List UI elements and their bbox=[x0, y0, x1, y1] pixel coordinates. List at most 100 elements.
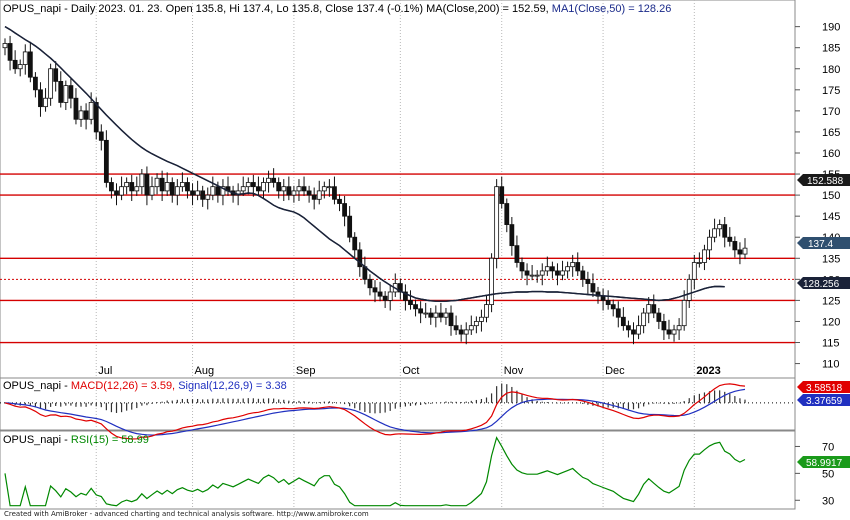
y-tick-label: 185 bbox=[822, 43, 840, 55]
candle-body bbox=[387, 291, 393, 301]
candle-body bbox=[17, 64, 23, 70]
candle-body bbox=[98, 131, 104, 141]
y-tick-label: 120 bbox=[822, 316, 840, 328]
candle-body bbox=[179, 182, 185, 188]
ma200-value-tag: 152.588 bbox=[797, 174, 850, 187]
candle-body bbox=[397, 283, 403, 293]
rsi-tick-label: 50 bbox=[822, 468, 834, 480]
rsi-title: OPUS_napi - RSI(15) = 58.99 bbox=[3, 434, 149, 446]
close-value-tag: 137.4 bbox=[797, 237, 850, 250]
candle-body bbox=[590, 283, 596, 293]
candle-body bbox=[722, 224, 728, 238]
candle-body bbox=[301, 186, 307, 192]
candle-body bbox=[53, 68, 59, 82]
rsi-tick-label: 70 bbox=[822, 441, 834, 453]
candle-body bbox=[291, 190, 297, 196]
candle-body bbox=[631, 329, 636, 335]
candle-body bbox=[185, 182, 190, 192]
candle-body bbox=[220, 186, 226, 196]
candle-body bbox=[534, 274, 540, 277]
candle-body bbox=[707, 236, 712, 251]
candle-body bbox=[560, 270, 565, 276]
candle-body bbox=[124, 182, 130, 188]
candle-body bbox=[245, 182, 251, 188]
footer-credit: Created with AmiBroker - advanced charti… bbox=[4, 510, 369, 518]
candle-body bbox=[134, 186, 140, 192]
candle-body bbox=[418, 308, 424, 314]
candle-body bbox=[641, 312, 647, 327]
candle-body bbox=[605, 299, 611, 306]
candle-body bbox=[326, 186, 332, 189]
svg-text:152.588: 152.588 bbox=[807, 176, 844, 187]
candle-body bbox=[68, 85, 74, 99]
candle-body bbox=[524, 270, 530, 276]
candle-body bbox=[200, 190, 206, 200]
candle-body bbox=[468, 325, 474, 331]
rsi-line bbox=[4, 436, 746, 507]
candle-body bbox=[443, 312, 449, 318]
candles bbox=[2, 35, 748, 345]
candle-body bbox=[114, 190, 119, 196]
candle-body bbox=[205, 194, 211, 200]
candle-body bbox=[666, 329, 672, 335]
x-tick-label: Nov bbox=[504, 365, 524, 377]
candle-body bbox=[164, 182, 170, 192]
candle-body bbox=[489, 257, 494, 306]
candle-body bbox=[316, 190, 322, 200]
candle-body bbox=[413, 304, 418, 310]
candle-body bbox=[261, 182, 266, 192]
candle-body bbox=[48, 68, 54, 99]
candle-body bbox=[103, 139, 109, 183]
horizontal-support-resistance-lines bbox=[0, 173, 795, 344]
candle-body bbox=[428, 312, 434, 318]
x-tick-label: Oct bbox=[402, 365, 419, 377]
x-tick-label: Dec bbox=[605, 365, 625, 377]
candle-body bbox=[671, 329, 677, 335]
candle-body bbox=[651, 304, 657, 314]
svg-text:137.4: 137.4 bbox=[808, 239, 833, 250]
candle-body bbox=[595, 291, 601, 297]
candle-body bbox=[448, 312, 454, 327]
macd-legend: MACD(12,26) = 3.59, bbox=[71, 380, 178, 392]
ma50-line bbox=[4, 25, 725, 302]
macd-line bbox=[4, 383, 746, 440]
y-tick-label: 190 bbox=[822, 22, 840, 34]
candle-body bbox=[600, 295, 606, 301]
candle-body bbox=[321, 186, 327, 192]
y-tick-label: 150 bbox=[822, 190, 840, 202]
y-tick-label: 135 bbox=[822, 253, 840, 265]
candle-body bbox=[544, 266, 550, 272]
rsi-tick-label: 30 bbox=[822, 495, 834, 507]
x-tick-label: Sep bbox=[296, 365, 316, 377]
ma50-legend: MA1(Close,50) = 128.26 bbox=[552, 3, 672, 15]
candle-body bbox=[479, 316, 484, 322]
candle-body bbox=[109, 182, 114, 192]
candle-body bbox=[296, 186, 302, 192]
candle-body bbox=[529, 274, 535, 277]
candle-body bbox=[342, 203, 347, 217]
candle-body bbox=[696, 262, 702, 264]
rsi-legend: RSI(15) = 58.99 bbox=[71, 434, 149, 446]
candle-body bbox=[549, 266, 555, 272]
y-tick-label: 165 bbox=[822, 127, 840, 139]
candle-body bbox=[585, 278, 591, 284]
candle-body bbox=[93, 102, 99, 133]
chart-title: OPUS_napi - Daily 2023. 01. 23. Open 135… bbox=[3, 3, 671, 15]
candle-body bbox=[195, 190, 201, 196]
candle-body bbox=[240, 186, 246, 192]
macd-lines bbox=[0, 383, 795, 440]
rsi-value-tag: 58.9917 bbox=[797, 456, 850, 469]
y-tick-label: 175 bbox=[822, 85, 840, 97]
macd-panel-frame bbox=[0, 377, 796, 431]
candle-body bbox=[438, 312, 444, 318]
candle-body bbox=[119, 186, 124, 196]
moving-averages bbox=[4, 25, 725, 302]
candle-body bbox=[610, 304, 616, 310]
x-tick-label: Jul bbox=[98, 365, 112, 377]
candle-body bbox=[58, 80, 64, 103]
candle-body bbox=[154, 177, 160, 188]
y-tick-label: 125 bbox=[822, 295, 840, 307]
candle-body bbox=[408, 299, 413, 306]
candle-body bbox=[159, 177, 165, 192]
y-tick-label: 145 bbox=[822, 211, 840, 223]
